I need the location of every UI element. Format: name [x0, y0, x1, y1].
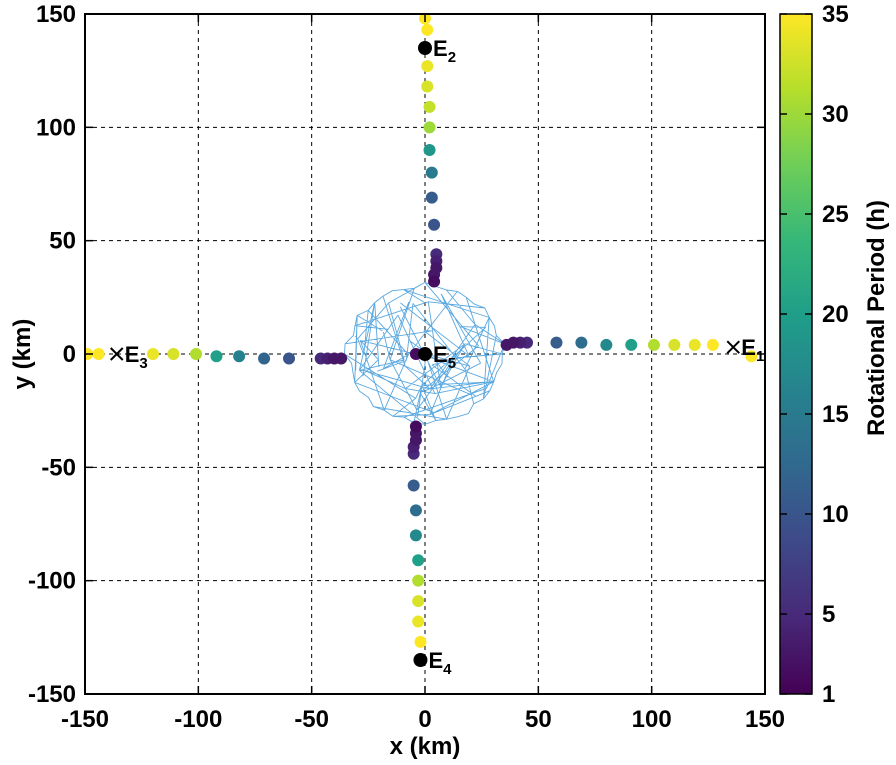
data-point	[421, 23, 434, 36]
equilibrium-marker	[418, 41, 432, 55]
data-point	[412, 574, 425, 587]
data-point	[407, 479, 420, 492]
colorbar-label: Rotational Period (h)	[863, 200, 890, 436]
data-point	[233, 350, 246, 363]
y-axis-label: y (km)	[9, 319, 36, 390]
colorbar-tick-label: 25	[822, 201, 849, 228]
data-point	[423, 121, 436, 134]
equilibrium-marker	[418, 347, 432, 361]
equilibrium-label: E3	[125, 342, 148, 372]
colorbar-tick-label: 10	[822, 501, 849, 528]
y-tick-label: 150	[36, 1, 76, 28]
data-point	[190, 348, 203, 360]
data-point	[706, 338, 719, 351]
x-tick-label: 150	[745, 706, 785, 733]
data-point	[428, 275, 441, 288]
colorbar-tick-label: 35	[822, 1, 849, 28]
data-point	[412, 595, 425, 608]
data-point	[147, 348, 159, 360]
data-point	[283, 352, 295, 365]
equilibrium-marker	[110, 347, 124, 361]
data-point	[258, 352, 271, 365]
y-tick-label: -150	[28, 681, 76, 708]
data-point	[210, 350, 223, 363]
x-tick-label: 50	[525, 706, 552, 733]
colorbar	[779, 13, 813, 695]
data-point	[425, 166, 438, 179]
y-tick-label: -100	[28, 568, 76, 595]
data-point	[92, 348, 105, 360]
x-tick-label: 100	[632, 706, 672, 733]
data-point	[412, 554, 425, 567]
data-point	[625, 338, 638, 351]
data-point	[425, 191, 438, 204]
colorbar-tick-label: 1	[822, 681, 835, 708]
data-point	[550, 336, 563, 349]
y-tick-label: -50	[41, 454, 76, 481]
x-ticks: -150 -100 -50 0 50 100 150	[61, 14, 785, 733]
y-tick-label: 50	[49, 228, 76, 255]
data-point	[745, 350, 758, 363]
data-point	[688, 338, 701, 351]
equilibrium-marker	[726, 340, 740, 354]
x-tick-label: -50	[294, 706, 329, 733]
data-point	[500, 338, 513, 351]
data-point	[409, 420, 422, 433]
colorbar-tick-label: 30	[822, 101, 849, 128]
x-axis-label: x (km)	[390, 733, 461, 760]
data-point	[167, 348, 180, 360]
colorbar-tick-label: 15	[822, 401, 849, 428]
data-point	[428, 218, 441, 231]
equilibrium-label: E4	[428, 648, 452, 678]
data-point	[423, 100, 436, 113]
data-point	[647, 338, 660, 351]
equilibrium-label: E2	[433, 36, 456, 66]
y-tick-label: 0	[63, 341, 76, 368]
x-tick-label: -150	[61, 706, 109, 733]
data-point	[575, 336, 588, 349]
data-point	[409, 504, 422, 517]
data-point	[409, 529, 422, 542]
data-point	[421, 80, 434, 93]
data-points	[85, 14, 758, 648]
colorbar-tick-label: 5	[822, 601, 835, 628]
y-ticks: -150 -100 -50 0 50 100 150	[28, 1, 765, 708]
data-point	[668, 338, 681, 351]
colorbar-tick-label: 20	[822, 301, 849, 328]
x-tick-label: -100	[174, 706, 222, 733]
data-point	[600, 338, 613, 351]
data-point	[412, 615, 425, 628]
equilibrium-marker	[413, 653, 428, 667]
x-tick-label: 0	[418, 706, 431, 733]
data-point	[335, 352, 348, 365]
y-tick-label: 100	[36, 114, 76, 141]
data-point	[414, 635, 427, 648]
data-point	[421, 60, 434, 73]
data-point	[423, 144, 436, 156]
